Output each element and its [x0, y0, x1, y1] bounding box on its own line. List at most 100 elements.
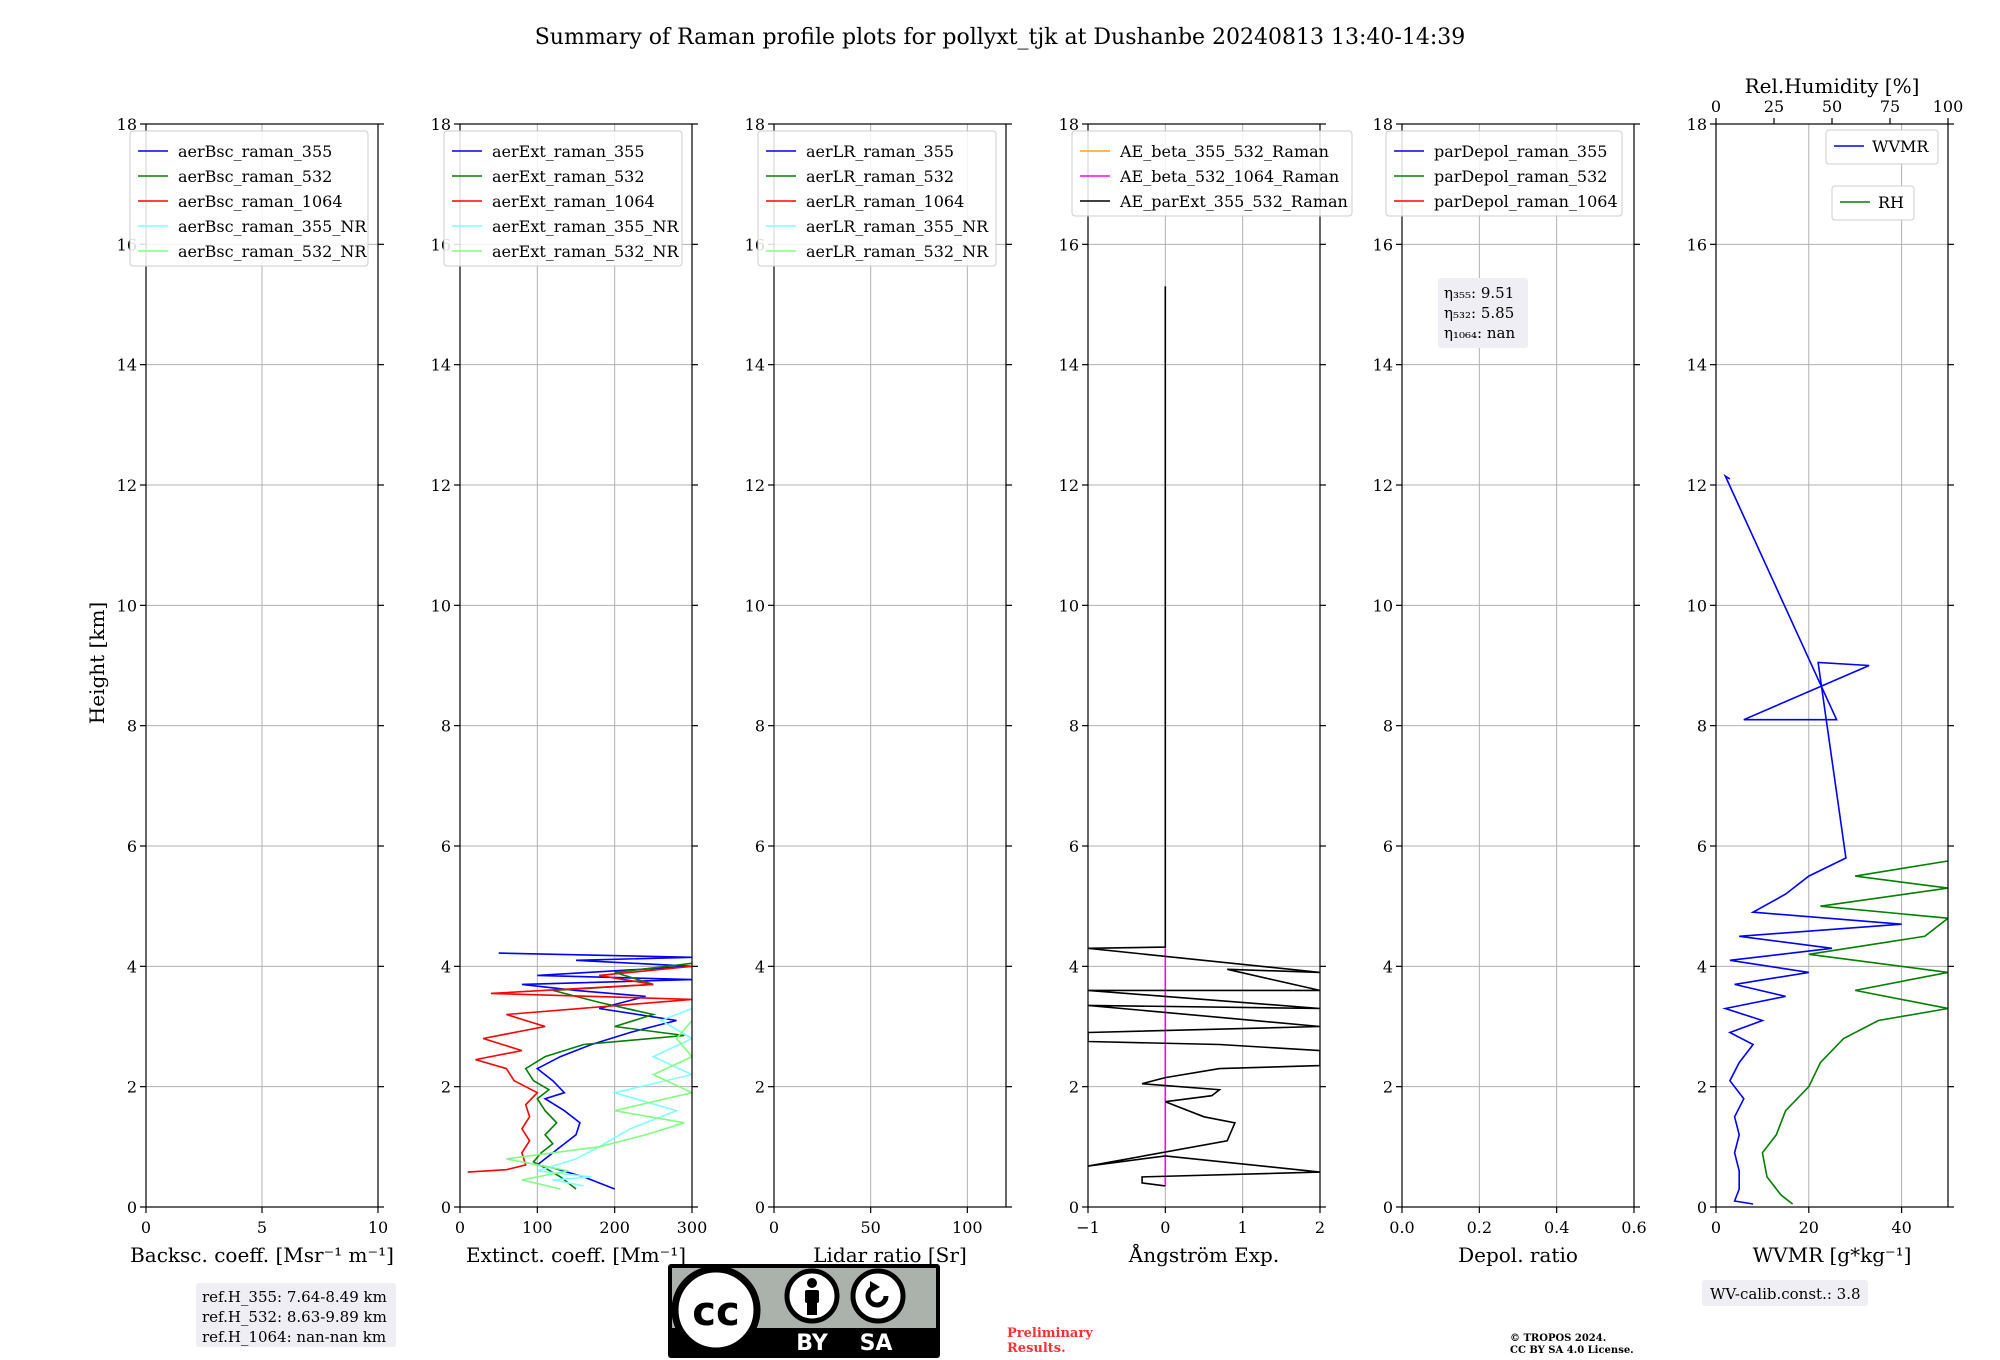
- legend-entry: parDepol_raman_532: [1434, 167, 1607, 186]
- x-axis-label: Depol. ratio: [1458, 1243, 1578, 1267]
- y-tick-label: 8: [127, 717, 137, 736]
- y-tick-label: 14: [1059, 356, 1079, 375]
- eta-info-box: η₃₅₅: 9.51 η₅₃₂: 5.85 η₁₀₆₄: nan: [1438, 278, 1528, 348]
- legend-entry: aerLR_raman_1064: [806, 192, 964, 211]
- x-tick-label: 0: [141, 1218, 151, 1237]
- y-tick-label: 0: [755, 1198, 765, 1217]
- preliminary-results-line1: Preliminary: [1007, 1326, 1093, 1341]
- y-tick-label: 12: [1687, 476, 1707, 495]
- x-axis-label: Ångström Exp.: [1128, 1242, 1279, 1267]
- ref-1064-label: ref.H_1064: nan-nan km: [202, 1328, 386, 1346]
- y-tick-label: 4: [1697, 957, 1707, 976]
- series-line-aerExt_raman_355_NR: [537, 1007, 692, 1187]
- y-tick-label: 14: [745, 356, 765, 375]
- y-tick-label: 4: [755, 957, 765, 976]
- axes-frame: [1401, 123, 1635, 1208]
- x-tick-label: 0.6: [1621, 1218, 1646, 1237]
- y-tick-label: 10: [431, 596, 451, 615]
- axes-frame: [773, 123, 1007, 1208]
- legend-entry: aerLR_raman_355: [806, 142, 954, 161]
- eta-355-label: η₃₅₅: 9.51: [1444, 284, 1514, 302]
- axes-frame: [1087, 123, 1321, 1208]
- legend-box: [443, 130, 683, 267]
- top-x-tick-label: 25: [1764, 97, 1784, 116]
- legend-box: [757, 130, 997, 267]
- legend-box-rh: [1831, 185, 1915, 221]
- y-tick-label: 2: [755, 1078, 765, 1097]
- legend-entry: RH: [1878, 193, 1904, 212]
- x-axis-label: Lidar ratio [Sr]: [813, 1243, 967, 1267]
- y-tick-label: 4: [441, 957, 451, 976]
- y-tick-label: 10: [1687, 596, 1707, 615]
- y-tick-label: 10: [745, 596, 765, 615]
- legend-box-wvmr: [1825, 129, 1939, 165]
- y-tick-label: 18: [117, 115, 137, 134]
- copyright-line2: CC BY SA 4.0 License.: [1510, 1345, 1634, 1356]
- legend-entry: aerExt_raman_532: [492, 167, 645, 186]
- cc-logo-icon: [671, 1265, 761, 1355]
- wv-calib-box: WV-calib.const.: 3.8: [1702, 1280, 1868, 1306]
- y-tick-label: 2: [441, 1078, 451, 1097]
- x-tick-label: 0.4: [1544, 1218, 1569, 1237]
- cc-by-sa-license-badge: cc BY SA: [668, 1264, 940, 1358]
- y-tick-label: 4: [1383, 957, 1393, 976]
- y-axis-label: Height [km]: [85, 602, 109, 724]
- legend-entry: parDepol_raman_1064: [1434, 192, 1618, 211]
- y-tick-label: 6: [1069, 837, 1079, 856]
- top-x-tick-label: 75: [1880, 97, 1900, 116]
- y-tick-label: 18: [1687, 115, 1707, 134]
- legend-entry: parDepol_raman_355: [1434, 142, 1607, 161]
- y-tick-label: 8: [1383, 717, 1393, 736]
- series-line-RH: [1761, 860, 1948, 1205]
- legend-entry: aerExt_raman_532_NR: [492, 242, 680, 261]
- y-tick-label: 6: [127, 837, 137, 856]
- ref-532-label: ref.H_532: 8.63-9.89 km: [202, 1308, 387, 1326]
- wv-calib-label: WV-calib.const.: 3.8: [1710, 1285, 1861, 1303]
- x-tick-label: 0.0: [1389, 1218, 1414, 1237]
- top-x-tick-label: 100: [1933, 97, 1964, 116]
- series-line-aerExt_raman_532_NR: [506, 1019, 692, 1190]
- x-axis-label: WVMR [g*kg⁻¹]: [1753, 1243, 1912, 1267]
- subplot-depol: 0 2 4 6 8 10 12 14 16 18 0.0 0.2 0.4 0.6 Depol. ratio p…: [1373, 115, 1647, 1267]
- share-alike-icon: [850, 1268, 906, 1324]
- y-tick-label: 0: [441, 1198, 451, 1217]
- legend-entry: aerBsc_raman_355: [178, 142, 332, 161]
- ref-height-box: ref.H_355: 7.64-8.49 km ref.H_532: 8.63-…: [196, 1283, 396, 1347]
- legend-entry: aerExt_raman_1064: [492, 192, 655, 211]
- legend-entry: aerExt_raman_355_NR: [492, 217, 680, 236]
- legend-box: [1071, 130, 1353, 217]
- copyright-line1: © TROPOS 2024.: [1510, 1333, 1606, 1344]
- preliminary-results-line2: Results.: [1007, 1341, 1066, 1356]
- y-tick-label: 2: [127, 1078, 137, 1097]
- x-tick-label: 2: [1315, 1218, 1325, 1237]
- y-tick-label: 12: [1373, 476, 1393, 495]
- y-tick-label: 6: [755, 837, 765, 856]
- y-tick-label: 12: [117, 476, 137, 495]
- legend-entry: AE_parExt_355_532_Raman: [1119, 192, 1348, 211]
- y-tick-label: 10: [117, 596, 137, 615]
- y-tick-label: 18: [1373, 115, 1393, 134]
- y-tick-label: 18: [1059, 115, 1079, 134]
- x-tick-label: 0: [455, 1218, 465, 1237]
- series-line-WVMR: [1722, 473, 1902, 1205]
- legend-box: [1385, 130, 1623, 217]
- y-tick-label: 14: [1687, 356, 1707, 375]
- y-tick-label: 0: [1383, 1198, 1393, 1217]
- x-tick-label: 0: [1711, 1218, 1721, 1237]
- cc-logo-text: cc: [692, 1289, 739, 1335]
- legend-entry: aerBsc_raman_1064: [178, 192, 343, 211]
- y-tick-label: 10: [1059, 596, 1079, 615]
- x-tick-label: 40: [1891, 1218, 1911, 1237]
- y-tick-label: 12: [431, 476, 451, 495]
- y-tick-label: 16: [1373, 235, 1393, 254]
- y-tick-label: 2: [1383, 1078, 1393, 1097]
- series-line-AE_parExt_355_532_Raman: [1088, 286, 1320, 1187]
- y-tick-label: 18: [745, 115, 765, 134]
- legend-entry: aerLR_raman_532_NR: [806, 242, 989, 261]
- y-tick-label: 4: [127, 957, 137, 976]
- y-tick-label: 6: [1383, 837, 1393, 856]
